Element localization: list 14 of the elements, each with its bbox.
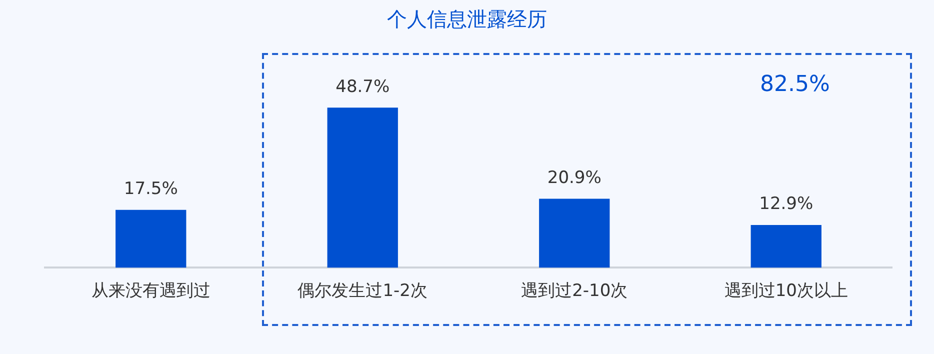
chart-title: 个人信息泄露经历: [386, 6, 548, 33]
x-tick-label: 遇到过10次以上: [724, 281, 848, 302]
data-label: 20.9%: [547, 168, 602, 188]
data-label: 12.9%: [759, 194, 814, 214]
data-label: 17.5%: [124, 179, 178, 200]
bar: [539, 198, 610, 268]
x-tick-label: 偶尔发生过1-2次: [298, 281, 428, 302]
text: 82.5%: [760, 72, 830, 97]
data-label: 48.7%: [336, 76, 390, 97]
bar: [750, 224, 822, 268]
bar: [327, 108, 398, 268]
x-tick-label: 遇到过2-10次: [521, 281, 628, 302]
x-tick-label: 从来没有遇到过: [91, 281, 210, 302]
bar: [116, 210, 186, 268]
